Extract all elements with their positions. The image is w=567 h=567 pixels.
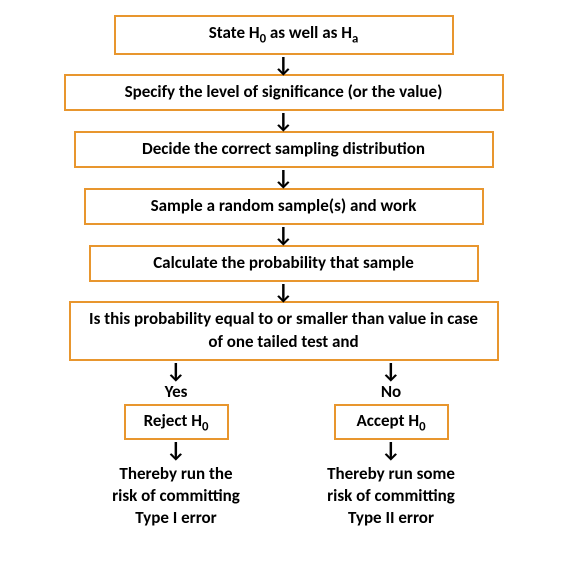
- flowchart-container: State H0 as well as Ha↓Specify the level…: [20, 15, 547, 529]
- flowchart-node: Sample a random sample(s) and work: [84, 188, 484, 225]
- down-arrow-icon: ↓: [284, 440, 499, 460]
- down-arrow-icon: ↓: [20, 168, 547, 188]
- flowchart-node: State H0 as well as Ha: [114, 15, 454, 55]
- decision-box: Accept H0: [334, 404, 449, 440]
- branch-right: NoAccept H0↓ Thereby run somerisk of comm…: [284, 381, 499, 529]
- branch-label: Yes: [69, 381, 284, 402]
- down-arrow-icon: ↓: [20, 282, 547, 302]
- flowchart-node: Calculate the probability that sample: [89, 245, 479, 282]
- down-arrow-icon: ↓: [69, 440, 284, 460]
- flowchart-node: Is this probability equal to or smaller …: [69, 301, 499, 361]
- down-arrow-icon: ↓: [20, 55, 547, 75]
- decision-box: Reject H0: [124, 404, 229, 440]
- branch-left: YesReject H0↓ Thereby run therisk of comm…: [69, 381, 284, 529]
- down-arrow-icon: ↓: [69, 361, 284, 381]
- down-arrow-icon: ↓: [20, 225, 547, 245]
- branch-caption: Thereby run somerisk of committingType I…: [284, 463, 499, 529]
- flowchart-node: Decide the correct sampling distribution: [74, 131, 494, 168]
- branch-arrows-row: ↓↓: [69, 361, 499, 381]
- flowchart-node: Specify the level of significance (or th…: [64, 74, 504, 111]
- down-arrow-icon: ↓: [20, 111, 547, 131]
- branch-caption: Thereby run therisk of committingType I …: [69, 463, 284, 529]
- branch-row: YesReject H0↓Thereby run therisk of comm…: [69, 381, 499, 529]
- down-arrow-icon: ↓: [284, 361, 499, 381]
- branch-label: No: [284, 381, 499, 402]
